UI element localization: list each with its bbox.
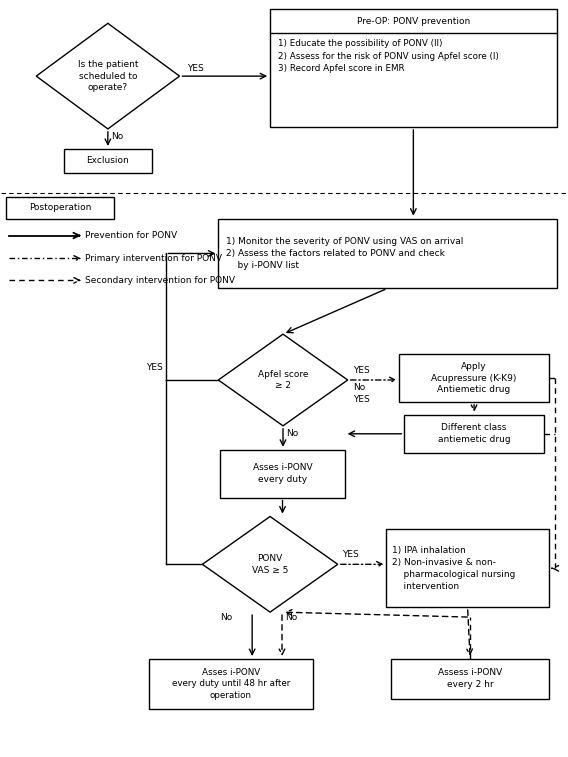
Text: Apply
Acupressure (K-K9)
Antiemetic drug: Apply Acupressure (K-K9) Antiemetic drug (431, 362, 517, 394)
Bar (6, 197, 114, 219)
Text: YES: YES (353, 366, 369, 375)
Text: Secondary intervention for PONV: Secondary intervention for PONV (85, 276, 235, 285)
Text: No: No (285, 613, 297, 622)
Text: No: No (353, 383, 365, 392)
Text: Is the patient
scheduled to
operate?: Is the patient scheduled to operate? (78, 60, 138, 92)
Text: YES: YES (342, 550, 358, 559)
Polygon shape (218, 334, 348, 426)
Bar (391, 659, 549, 699)
Text: 1) IPA inhalation
2) Non-invasive & non-
    pharmacological nursing
    interve: 1) IPA inhalation 2) Non-invasive & non-… (392, 546, 516, 590)
Text: No: No (220, 613, 232, 622)
Bar (399, 354, 549, 402)
Bar (149, 659, 313, 709)
Bar (220, 450, 345, 497)
Bar (218, 219, 557, 288)
Text: Postoperation: Postoperation (29, 203, 91, 212)
Bar (386, 529, 549, 607)
Text: Apfel score
≥ 2: Apfel score ≥ 2 (258, 369, 308, 391)
Text: YES: YES (353, 395, 369, 404)
Text: Pre-OP: PONV prevention: Pre-OP: PONV prevention (357, 17, 470, 26)
Text: 1) Monitor the severity of PONV using VAS on arrival
2) Assess the factors relat: 1) Monitor the severity of PONV using VA… (226, 237, 463, 269)
Text: YES: YES (187, 64, 204, 73)
Bar (404, 415, 544, 453)
Text: PONV
VAS ≥ 5: PONV VAS ≥ 5 (252, 554, 288, 575)
Bar (64, 149, 152, 173)
Text: Exclusion: Exclusion (86, 156, 130, 165)
Text: 1) Educate the possibility of PONV (II)
2) Assess for the risk of PONV using Apf: 1) Educate the possibility of PONV (II) … (278, 39, 499, 73)
Polygon shape (36, 23, 179, 129)
Text: Prevention for PONV: Prevention for PONV (85, 231, 177, 240)
Text: YES: YES (145, 363, 162, 372)
Bar (270, 9, 557, 127)
Text: Primary intervention for PONV: Primary intervention for PONV (85, 254, 222, 263)
Text: Different class
antiemetic drug: Different class antiemetic drug (438, 423, 511, 444)
Text: No: No (111, 132, 123, 141)
Text: Assess i-PONV
every 2 hr: Assess i-PONV every 2 hr (438, 668, 502, 690)
Polygon shape (202, 516, 338, 612)
Text: No: No (286, 428, 298, 438)
Text: Asses i-PONV
every duty: Asses i-PONV every duty (253, 463, 312, 484)
Text: Asses i-PONV
every duty until 48 hr after
operation: Asses i-PONV every duty until 48 hr afte… (172, 668, 290, 700)
